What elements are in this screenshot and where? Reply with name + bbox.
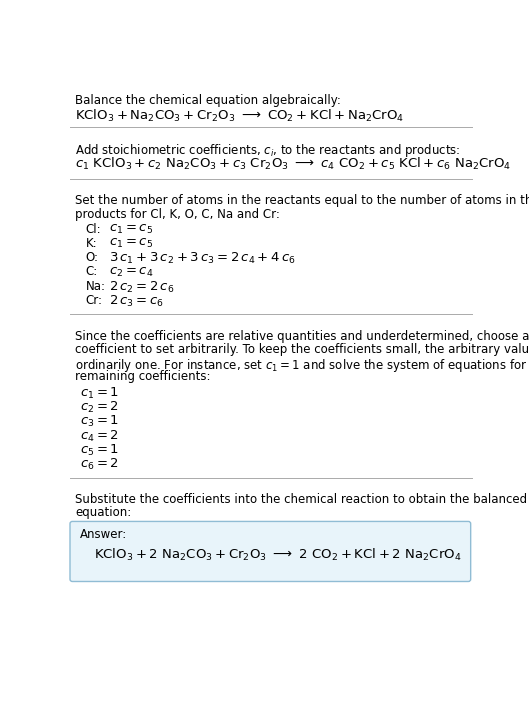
Text: Answer:: Answer:: [80, 528, 127, 542]
Text: $2\,c_3 = c_6$: $2\,c_3 = c_6$: [109, 294, 163, 309]
Text: $c_1 = c_5$: $c_1 = c_5$: [109, 223, 153, 235]
Text: $c_1 = c_5$: $c_1 = c_5$: [109, 237, 153, 250]
Text: Cr:: Cr:: [86, 294, 103, 307]
Text: $2\,c_2 = 2\,c_6$: $2\,c_2 = 2\,c_6$: [109, 280, 174, 295]
Text: remaining coefficients:: remaining coefficients:: [76, 370, 211, 383]
Text: $c_2 = 2$: $c_2 = 2$: [80, 400, 119, 415]
Text: Cl:: Cl:: [86, 223, 101, 235]
FancyBboxPatch shape: [70, 522, 471, 581]
Text: $3\,c_1 + 3\,c_2 + 3\,c_3 = 2\,c_4 + 4\,c_6$: $3\,c_1 + 3\,c_2 + 3\,c_3 = 2\,c_4 + 4\,…: [109, 251, 295, 267]
Text: $\mathrm{KClO_3 + 2\ Na_2CO_3 + Cr_2O_3 \ \longrightarrow \ 2\ CO_2 + KCl + 2\ N: $\mathrm{KClO_3 + 2\ Na_2CO_3 + Cr_2O_3 …: [94, 547, 461, 563]
Text: products for Cl, K, O, C, Na and Cr:: products for Cl, K, O, C, Na and Cr:: [76, 208, 280, 221]
Text: C:: C:: [86, 265, 98, 279]
Text: Since the coefficients are relative quantities and underdetermined, choose a: Since the coefficients are relative quan…: [76, 329, 529, 343]
Text: $c_5 = 1$: $c_5 = 1$: [80, 443, 119, 458]
Text: coefficient to set arbitrarily. To keep the coefficients small, the arbitrary va: coefficient to set arbitrarily. To keep …: [76, 343, 529, 356]
Text: $\mathrm{KClO_3 + Na_2CO_3 + Cr_2O_3 \ \longrightarrow \ CO_2 + KCl + Na_2CrO_4}: $\mathrm{KClO_3 + Na_2CO_3 + Cr_2O_3 \ \…: [76, 107, 405, 124]
Text: equation:: equation:: [76, 506, 132, 520]
Text: $c_1 = 1$: $c_1 = 1$: [80, 386, 119, 401]
Text: $c_1\ \mathrm{KClO_3} + c_2\ \mathrm{Na_2CO_3} + c_3\ \mathrm{Cr_2O_3} \ \longri: $c_1\ \mathrm{KClO_3} + c_2\ \mathrm{Na_…: [76, 156, 512, 172]
Text: $c_6 = 2$: $c_6 = 2$: [80, 457, 119, 472]
Text: Balance the chemical equation algebraically:: Balance the chemical equation algebraica…: [76, 94, 341, 107]
Text: $c_4 = 2$: $c_4 = 2$: [80, 428, 119, 444]
Text: Set the number of atoms in the reactants equal to the number of atoms in the: Set the number of atoms in the reactants…: [76, 194, 529, 207]
Text: Substitute the coefficients into the chemical reaction to obtain the balanced: Substitute the coefficients into the che…: [76, 493, 527, 506]
Text: Na:: Na:: [86, 280, 105, 293]
Text: K:: K:: [86, 237, 97, 250]
Text: Add stoichiometric coefficients, $c_i$, to the reactants and products:: Add stoichiometric coefficients, $c_i$, …: [76, 142, 461, 159]
Text: ordinarily one. For instance, set $c_1 = 1$ and solve the system of equations fo: ordinarily one. For instance, set $c_1 =…: [76, 356, 529, 374]
Text: $c_2 = c_4$: $c_2 = c_4$: [109, 265, 153, 279]
Text: O:: O:: [86, 251, 98, 264]
Text: $c_3 = 1$: $c_3 = 1$: [80, 414, 119, 429]
